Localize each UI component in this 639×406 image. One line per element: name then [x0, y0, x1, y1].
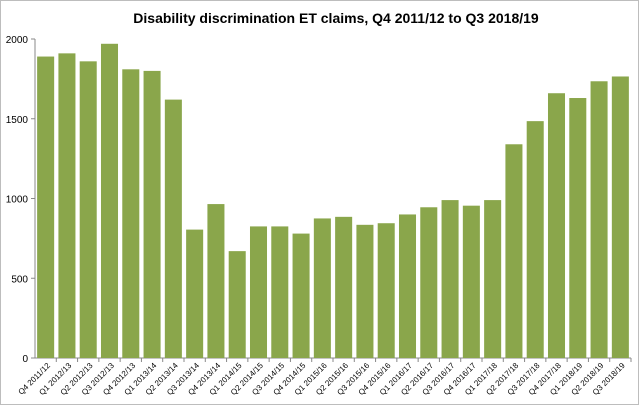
bar — [143, 70, 161, 359]
bar — [377, 223, 395, 358]
bar — [313, 218, 331, 358]
bar — [462, 205, 480, 358]
bar — [164, 99, 182, 359]
y-tick-label: 1500 — [6, 115, 29, 126]
y-tick-label: 0 — [22, 354, 28, 365]
chart-title: Disability discrimination ET claims, Q4 … — [133, 10, 539, 26]
bar — [335, 216, 353, 358]
bar — [100, 43, 119, 358]
y-tick-label: 500 — [11, 274, 28, 285]
bar — [228, 251, 246, 358]
bar — [292, 233, 310, 358]
y-tick-label: 1000 — [6, 195, 29, 206]
bar — [271, 226, 289, 358]
bar — [590, 81, 608, 358]
bar — [484, 200, 502, 358]
bar — [569, 98, 587, 358]
bar — [207, 204, 225, 358]
bar — [547, 93, 566, 358]
bar — [58, 53, 76, 358]
bar — [356, 224, 374, 358]
bar — [526, 121, 544, 358]
bar — [79, 61, 97, 359]
bar — [37, 56, 55, 359]
y-tick-label: 2000 — [6, 35, 29, 46]
bar — [122, 69, 140, 359]
bar — [398, 214, 417, 358]
bar — [186, 229, 204, 358]
bar — [249, 226, 268, 358]
bar — [611, 76, 629, 359]
bar — [420, 207, 438, 358]
bar — [505, 144, 523, 358]
bar — [441, 200, 459, 358]
